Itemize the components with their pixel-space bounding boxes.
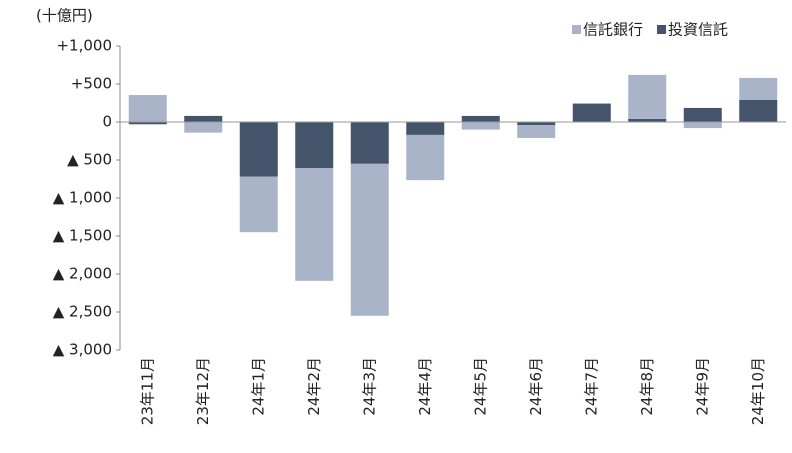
bar: [517, 125, 556, 138]
bar: [683, 122, 722, 129]
y-tick-label: ▲ 3,000: [53, 341, 112, 359]
legend-swatch: [657, 25, 667, 34]
y-tick-label: ▲ 2,500: [53, 303, 112, 321]
y-tick-label: ▲ 1,500: [53, 227, 112, 245]
x-tick-label: 24年5月: [471, 357, 489, 416]
y-tick-label: 0: [102, 113, 112, 131]
x-tick-label: 24年6月: [527, 357, 545, 416]
legend-label: 投資信託: [668, 21, 728, 39]
bar: [628, 74, 667, 119]
bar: [128, 122, 167, 125]
bar: [628, 118, 667, 122]
x-tick-label: 24年10月: [749, 357, 767, 425]
bar: [739, 99, 778, 122]
legend-label: 信託銀行: [583, 21, 643, 39]
bar: [739, 77, 778, 100]
bar: [572, 103, 611, 122]
y-tick-label: ▲ 500: [67, 151, 112, 169]
bar: [406, 122, 445, 135]
bar: [128, 95, 167, 122]
bar: [239, 122, 278, 177]
bar: [461, 122, 500, 130]
bar: [350, 122, 389, 164]
x-tick-label: 24年4月: [416, 357, 434, 416]
bar: [184, 122, 223, 133]
legend-swatch: [572, 25, 581, 34]
x-tick-label: 24年1月: [249, 357, 267, 416]
unit-label: (十億円): [36, 7, 93, 25]
bar: [517, 122, 556, 126]
x-tick-label: 24年9月: [693, 357, 711, 416]
x-tick-label: 24年3月: [360, 357, 378, 416]
y-tick-label: ▲ 1,000: [53, 189, 112, 207]
x-tick-label: 24年7月: [582, 357, 600, 416]
bar: [350, 163, 389, 316]
y-tick-label: ▲ 2,000: [53, 265, 112, 283]
bar: [406, 134, 445, 181]
bar: [461, 115, 500, 122]
bar: [239, 176, 278, 233]
bar: [683, 107, 722, 122]
bar: [184, 115, 223, 122]
bar: [295, 167, 334, 281]
bar: [295, 122, 334, 168]
x-tick-label: 24年2月: [305, 357, 323, 416]
y-tick-label: +500: [71, 75, 112, 93]
bar: [572, 103, 611, 104]
y-tick-label: +1,000: [56, 37, 112, 55]
x-tick-label: 23年11月: [138, 357, 156, 425]
x-tick-label: 23年12月: [194, 357, 212, 425]
x-tick-label: 24年8月: [638, 357, 656, 416]
